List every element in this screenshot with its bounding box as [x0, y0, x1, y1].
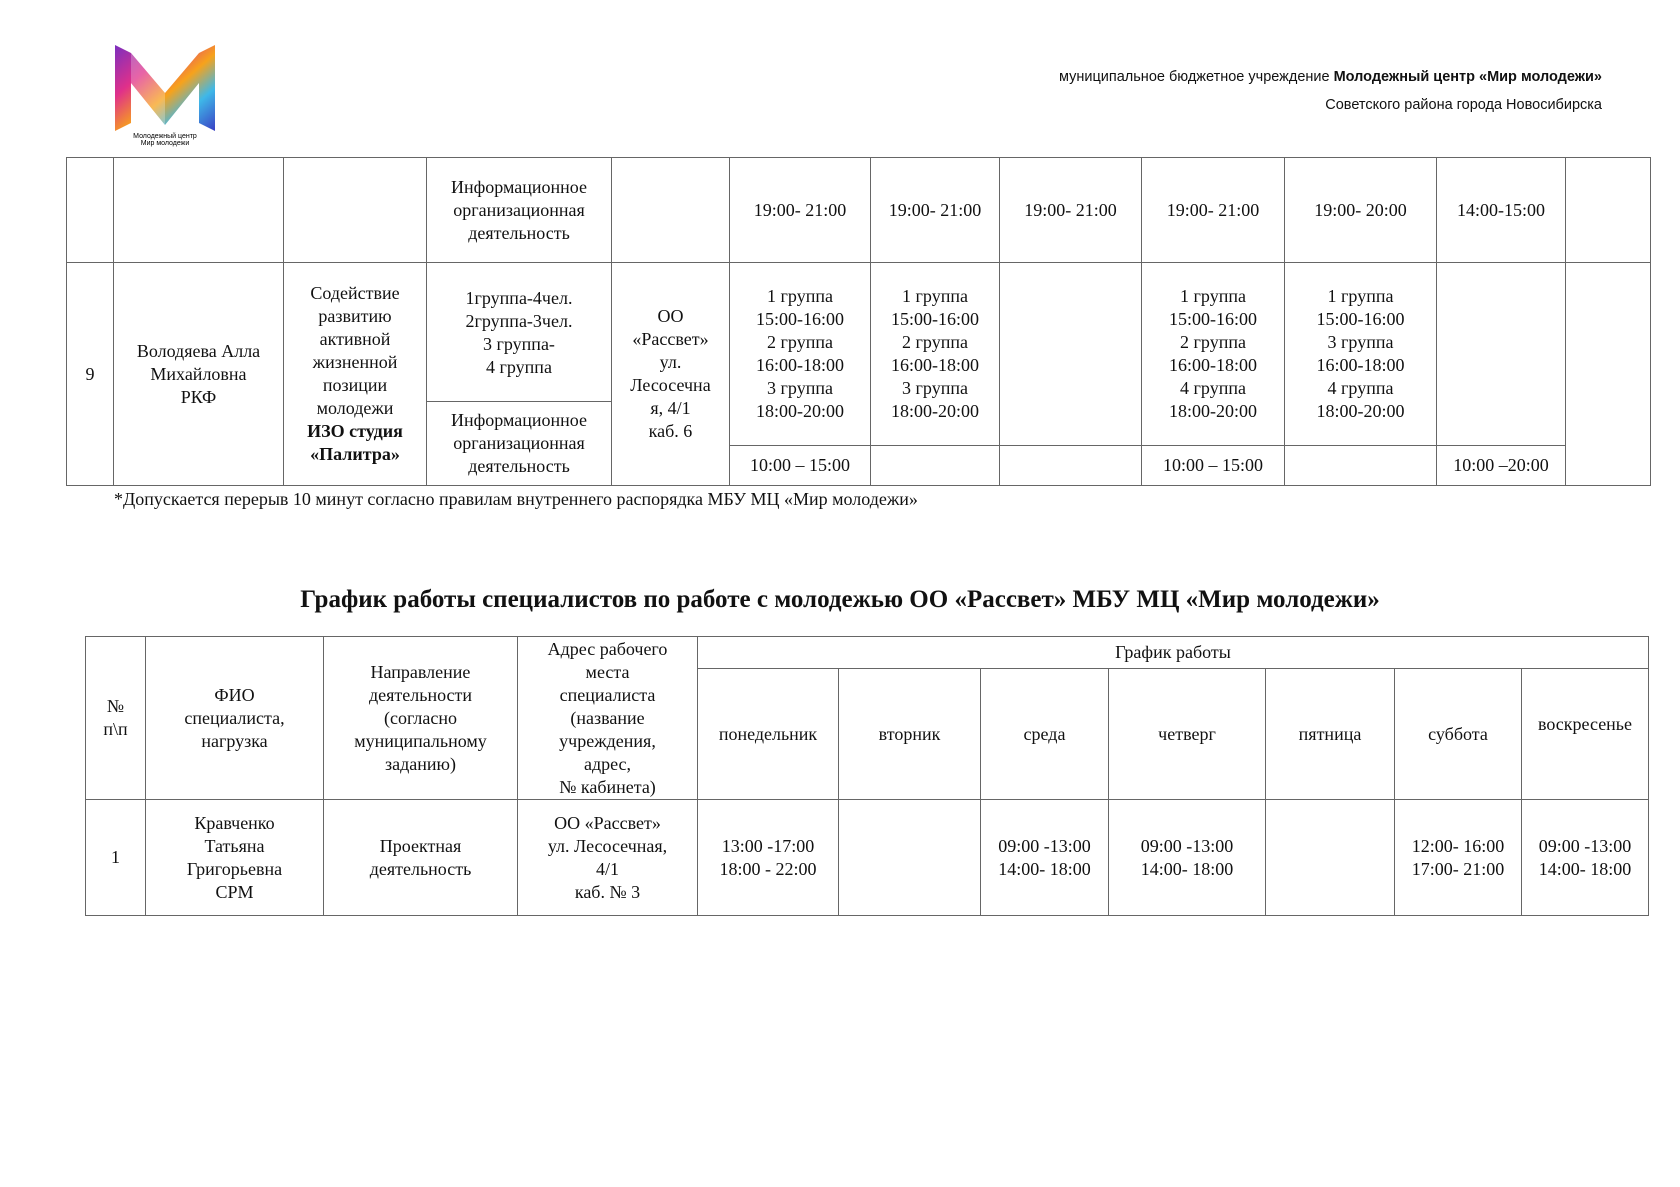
cell-name [113, 157, 284, 263]
cell-fri: 1 группа 15:00-16:00 3 группа 16:00-18:0… [1284, 262, 1437, 446]
cell-activity: Информационное организационная деятельно… [426, 157, 612, 263]
cell-direction: Содействие развитию активной жизненной п… [283, 262, 427, 486]
org-name-line2: Советского района города Новосибирска [1325, 97, 1602, 113]
cell-mon: 1 группа 15:00-16:00 2 группа 16:00-18:0… [729, 262, 871, 446]
header-direction: Направление деятельности (согласно муниц… [323, 636, 518, 800]
cell-address [611, 157, 730, 263]
cell-direction: Проектная деятельность [323, 799, 518, 916]
header-day: воскресенье [1521, 668, 1649, 800]
cell-num: 1 [85, 799, 146, 916]
cell-day: 13:00 -17:00 18:00 - 22:00 [697, 799, 839, 916]
cell-wed [999, 262, 1142, 446]
cell-fri-info [1284, 445, 1437, 486]
cell-address: ОО «Рассвет» ул. Лесосечна я, 4/1 каб. 6 [611, 262, 730, 486]
cell-wed-info [999, 445, 1142, 486]
cell-name: Кравченко Татьяна Григорьевна СРМ [145, 799, 324, 916]
header-day: вторник [838, 668, 981, 800]
cell-thu: 19:00- 21:00 [1141, 157, 1285, 263]
cell-num: 9 [66, 262, 114, 486]
cell-name: Володяева Алла Михайловна РКФ [113, 262, 284, 486]
footnote: *Допускается перерыв 10 минут согласно п… [114, 489, 918, 509]
cell-day: 12:00- 16:00 17:00- 21:00 [1394, 799, 1522, 916]
cell-wed: 19:00- 21:00 [999, 157, 1142, 263]
cell-tue: 1 группа 15:00-16:00 2 группа 16:00-18:0… [870, 262, 1000, 446]
org-prefix: муниципальное бюджетное учреждение [1058, 69, 1334, 85]
cell-day: 09:00 -13:00 14:00- 18:00 [980, 799, 1109, 916]
cell-groups: 1группа-4чел. 2группа-3чел. 3 группа- 4 … [426, 262, 612, 402]
cell-tue-info [870, 445, 1000, 486]
svg-text:Молодежный центр: Молодежный центр [133, 132, 197, 140]
cell-day [838, 799, 981, 916]
cell-sat [1436, 262, 1566, 446]
cell-day: 09:00 -13:00 14:00- 18:00 [1521, 799, 1649, 916]
cell-day [1265, 799, 1395, 916]
cell-day: 09:00 -13:00 14:00- 18:00 [1108, 799, 1266, 916]
cell-fri: 19:00- 20:00 [1284, 157, 1437, 263]
svg-text:Мир молодежи: Мир молодежи [141, 140, 190, 147]
header-day: четверг [1108, 668, 1266, 800]
header-name: ФИО специалиста, нагрузка [145, 636, 324, 800]
cell-sat-info: 10:00 –20:00 [1436, 445, 1566, 486]
header-day: пятница [1265, 668, 1395, 800]
header-address: Адрес рабочего места специалиста (назван… [517, 636, 698, 800]
logo: Молодежный центр Мир молодежи [115, 45, 215, 147]
org-name-line1: муниципальное бюджетное учреждение Молод… [1059, 69, 1602, 85]
org-name-bold: Молодежный центр «Мир молодежи» [1333, 69, 1602, 85]
header-schedule: График работы [697, 636, 1649, 669]
cell-thu: 1 группа 15:00-16:00 2 группа 16:00-18:0… [1141, 262, 1285, 446]
cell-tue: 19:00- 21:00 [870, 157, 1000, 263]
cell-sun [1565, 262, 1651, 486]
cell-mon-info: 10:00 – 15:00 [729, 445, 871, 486]
cell-activity: Информационное организационная деятельно… [426, 401, 612, 486]
header-day: понедельник [697, 668, 839, 800]
header-num: № п\п [85, 636, 146, 800]
cell-direction [283, 157, 427, 263]
header-day: суббота [1394, 668, 1522, 800]
cell-address: ОО «Рассвет» ул. Лесосечная, 4/1 каб. № … [517, 799, 698, 916]
cell-sun [1565, 157, 1651, 263]
cell-thu-info: 10:00 – 15:00 [1141, 445, 1285, 486]
page-title: График работы специалистов по работе с м… [300, 586, 1380, 613]
header-day: среда [980, 668, 1109, 800]
cell-sat: 14:00-15:00 [1436, 157, 1566, 263]
cell-mon: 19:00- 21:00 [729, 157, 871, 263]
cell-num [66, 157, 114, 263]
